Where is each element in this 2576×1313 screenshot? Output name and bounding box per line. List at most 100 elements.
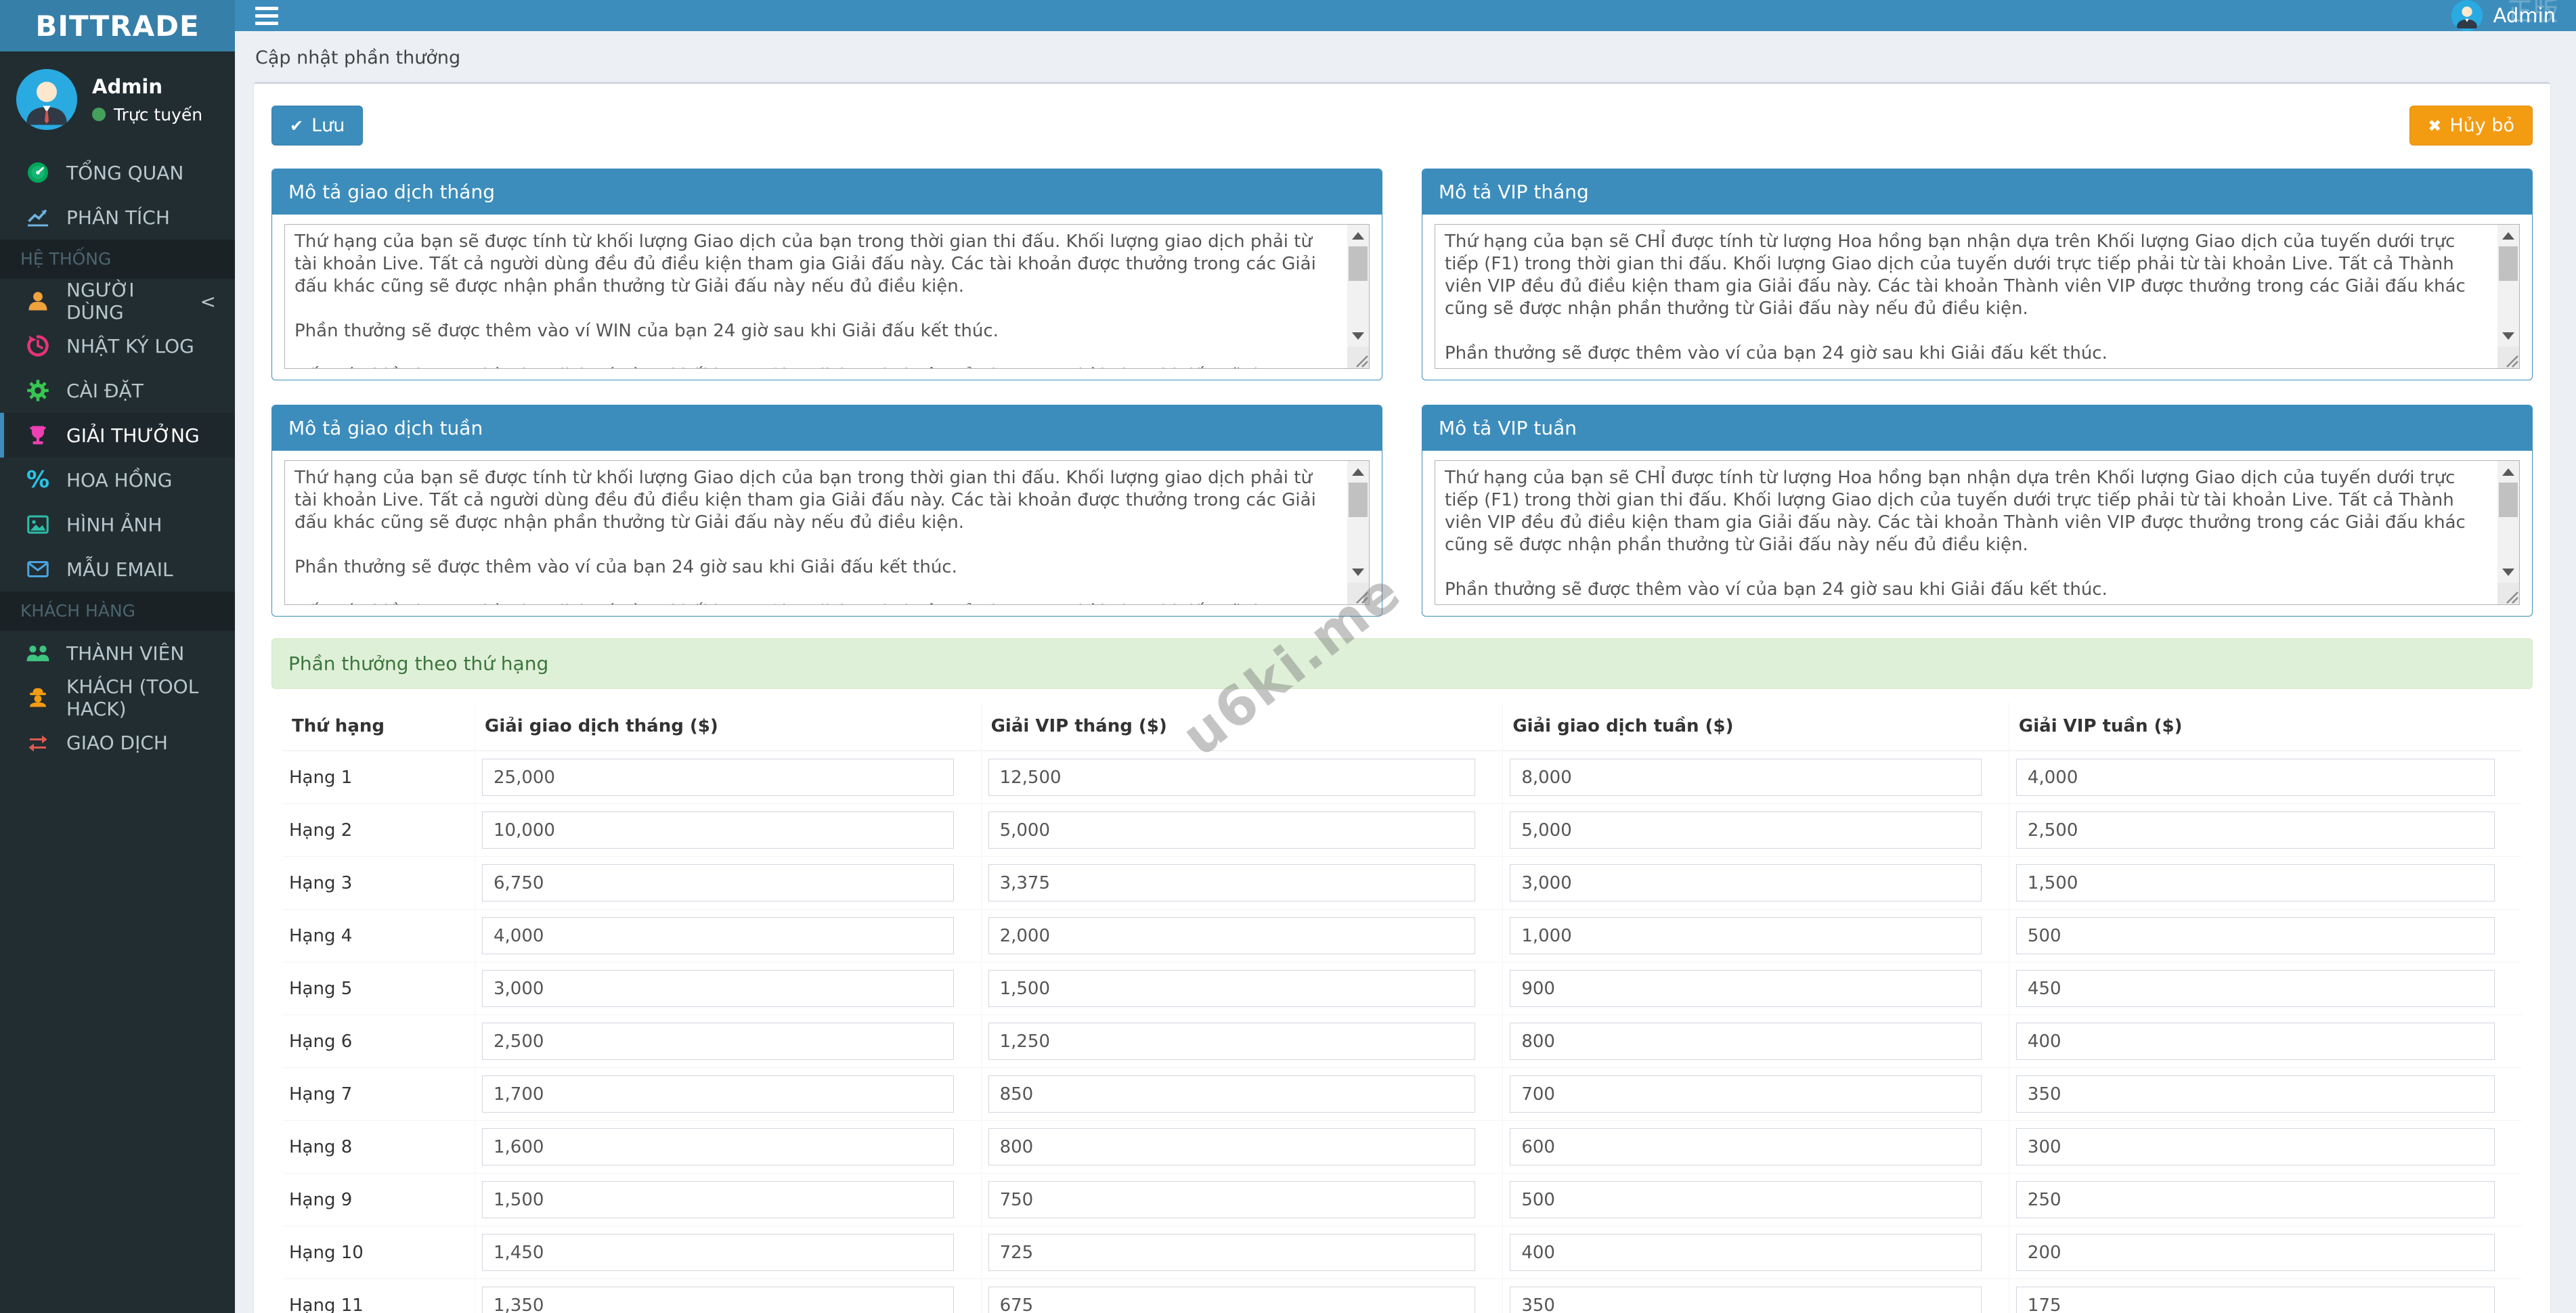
weekly-vip-description-textarea[interactable]: Thứ hạng của bạn sẽ CHỈ được tính từ lượ… <box>1435 460 2520 605</box>
reward-input-weekly-vip[interactable] <box>2015 1234 2495 1271</box>
cancel-button-label: Hủy bỏ <box>2449 115 2514 136</box>
sidebar-item-hoa-hong[interactable]: % HOA HỒNG <box>0 458 235 502</box>
rank-label: Hạng 9 <box>289 1189 353 1210</box>
sidebar-item-nhat-ky-log[interactable]: NHẬT KÝ LOG <box>0 324 235 368</box>
col-header-monthly-trade: Giải giao dịch tháng ($) <box>474 703 982 751</box>
weekly-trade-description-textarea[interactable]: Thứ hạng của bạn sẽ được tính từ khối lư… <box>284 460 1370 605</box>
rank-label: Hạng 11 <box>289 1295 364 1313</box>
reward-input-monthly-trade[interactable] <box>481 917 954 954</box>
trophy-icon <box>24 423 51 447</box>
reward-input-monthly-trade[interactable] <box>481 759 954 796</box>
x-icon: ✖ <box>2428 116 2442 135</box>
rewards-table: Thứ hạng Giải giao dịch tháng ($) Giải V… <box>282 703 2522 1313</box>
rank-label: Hạng 6 <box>289 1031 353 1052</box>
reward-input-weekly-trade[interactable] <box>1510 1181 1982 1218</box>
percent-icon: % <box>26 466 50 493</box>
sidebar-item-thanh-vien[interactable]: THÀNH VIÊN <box>0 631 235 675</box>
person-icon <box>2451 0 2483 31</box>
reward-input-monthly-vip[interactable] <box>988 811 1476 849</box>
reward-input-monthly-vip[interactable] <box>988 864 1476 902</box>
reward-input-weekly-vip[interactable] <box>2015 970 2495 1007</box>
reward-input-weekly-trade[interactable] <box>1510 1234 1982 1271</box>
reward-input-monthly-vip[interactable] <box>988 759 1476 796</box>
table-row: Hạng 4 <box>282 909 2522 962</box>
monthly-vip-description-textarea[interactable]: Thứ hạng của bạn sẽ CHỈ được tính từ lượ… <box>1435 224 2520 369</box>
reward-input-weekly-trade[interactable] <box>1510 1075 1982 1113</box>
reward-input-weekly-vip[interactable] <box>2015 864 2495 902</box>
sidebar-item-giai-thuong[interactable]: GIẢI THƯỞNG <box>0 413 235 458</box>
sidebar-item-label: HÌNH ẢNH <box>66 513 162 536</box>
reward-input-monthly-trade[interactable] <box>481 811 954 849</box>
reward-input-weekly-trade[interactable] <box>1510 1023 1982 1060</box>
reward-input-weekly-vip[interactable] <box>2015 1287 2495 1313</box>
rank-label: Hạng 2 <box>289 820 353 841</box>
reward-input-weekly-trade[interactable] <box>1510 970 1982 1007</box>
reward-input-monthly-trade[interactable] <box>481 1023 954 1060</box>
main-area: 正版 Admin Cập nhật phần thưởng ✔ L <box>235 0 2576 1313</box>
table-row: Hạng 6 <box>282 1015 2522 1068</box>
col-header-monthly-vip: Giải VIP tháng ($) <box>980 703 1503 751</box>
save-button[interactable]: ✔ Lưu <box>271 106 364 146</box>
reward-input-monthly-trade[interactable] <box>481 1181 954 1218</box>
navbar-user-menu[interactable]: Admin <box>2451 0 2576 31</box>
reward-input-monthly-trade[interactable] <box>481 1128 954 1165</box>
sidebar-item-giao-dich[interactable]: GIAO DỊCH <box>0 720 235 765</box>
reward-input-weekly-trade[interactable] <box>1510 1287 1982 1313</box>
reward-input-monthly-vip[interactable] <box>988 917 1476 954</box>
reward-input-weekly-trade[interactable] <box>1510 864 1982 902</box>
table-row: Hạng 5 <box>282 962 2522 1015</box>
hamburger-menu-icon[interactable] <box>235 0 299 31</box>
reward-input-weekly-vip[interactable] <box>2015 759 2495 796</box>
reward-input-monthly-trade[interactable] <box>481 1234 954 1271</box>
reward-input-monthly-vip[interactable] <box>988 1023 1476 1060</box>
user-name: Admin <box>92 74 163 98</box>
panel-weekly-trade: Mô tả giao dịch tuần Thứ hạng của bạn sẽ… <box>271 405 1382 617</box>
reward-input-weekly-vip[interactable] <box>2015 1128 2495 1165</box>
table-row: Hạng 1 <box>282 750 2522 804</box>
history-icon <box>24 334 51 358</box>
sidebar-item-mau-email[interactable]: MẪU EMAIL <box>0 547 235 592</box>
actions-row: ✔ Lưu ✖ Hủy bỏ <box>271 106 2533 146</box>
user-status: Trực tuyến <box>92 105 202 125</box>
sidebar-item-khach-tool-hack[interactable]: KHÁCH (TOOL HACK) <box>0 675 235 720</box>
reward-input-monthly-trade[interactable] <box>481 864 954 902</box>
reward-input-weekly-vip[interactable] <box>2015 1181 2495 1218</box>
sidebar-item-hinh-anh[interactable]: HÌNH ẢNH <box>0 502 235 547</box>
cancel-button[interactable]: ✖ Hủy bỏ <box>2409 106 2533 146</box>
reward-input-weekly-vip[interactable] <box>2015 811 2495 849</box>
sidebar-section-he-thong: HỆ THỐNG <box>0 240 235 279</box>
reward-input-monthly-vip[interactable] <box>988 1075 1476 1113</box>
reward-input-monthly-vip[interactable] <box>988 1128 1476 1165</box>
sidebar-item-cai-dat[interactable]: CÀI ĐẶT <box>0 368 235 413</box>
table-row: Hạng 8 <box>282 1120 2522 1174</box>
rank-label: Hạng 5 <box>289 978 353 999</box>
user-avatar[interactable] <box>16 69 77 130</box>
panel-monthly-trade: Mô tả giao dịch tháng Thứ hạng của bạn s… <box>271 169 1382 380</box>
table-row: Hạng 7 <box>282 1067 2522 1121</box>
reward-input-monthly-trade[interactable] <box>481 1075 954 1113</box>
breadcrumb: Cập nhật phần thưởng <box>255 47 461 68</box>
sidebar-item-nguoi-dung[interactable]: NGƯỜI DÙNG < <box>0 279 235 324</box>
reward-input-weekly-trade[interactable] <box>1510 1128 1982 1165</box>
reward-input-monthly-vip[interactable] <box>988 1234 1476 1271</box>
reward-input-monthly-vip[interactable] <box>988 1181 1476 1218</box>
reward-input-monthly-vip[interactable] <box>988 970 1476 1007</box>
reward-input-weekly-trade[interactable] <box>1510 759 1982 796</box>
sidebar-item-label: PHÂN TÍCH <box>66 206 170 229</box>
brand-logo[interactable]: BITTRADE <box>0 0 235 51</box>
reward-input-monthly-trade[interactable] <box>481 1287 954 1313</box>
reward-input-weekly-trade[interactable] <box>1510 811 1982 849</box>
line-chart-icon <box>24 205 51 229</box>
panel-title: Mô tả giao dịch tuần <box>272 405 1382 451</box>
dashboard-gauge-icon <box>24 160 51 185</box>
reward-input-monthly-trade[interactable] <box>481 970 954 1007</box>
reward-input-weekly-vip[interactable] <box>2015 917 2495 954</box>
reward-input-weekly-vip[interactable] <box>2015 1075 2495 1113</box>
monthly-trade-description-textarea[interactable]: Thứ hạng của bạn sẽ được tính từ khối lư… <box>284 224 1370 369</box>
rank-label: Hạng 4 <box>289 925 353 946</box>
sidebar-item-tong-quan[interactable]: TỔNG QUAN <box>0 150 235 195</box>
reward-input-weekly-vip[interactable] <box>2015 1023 2495 1060</box>
reward-input-monthly-vip[interactable] <box>988 1287 1476 1313</box>
sidebar-item-phan-tich[interactable]: PHÂN TÍCH <box>0 195 235 240</box>
reward-input-weekly-trade[interactable] <box>1510 917 1982 954</box>
